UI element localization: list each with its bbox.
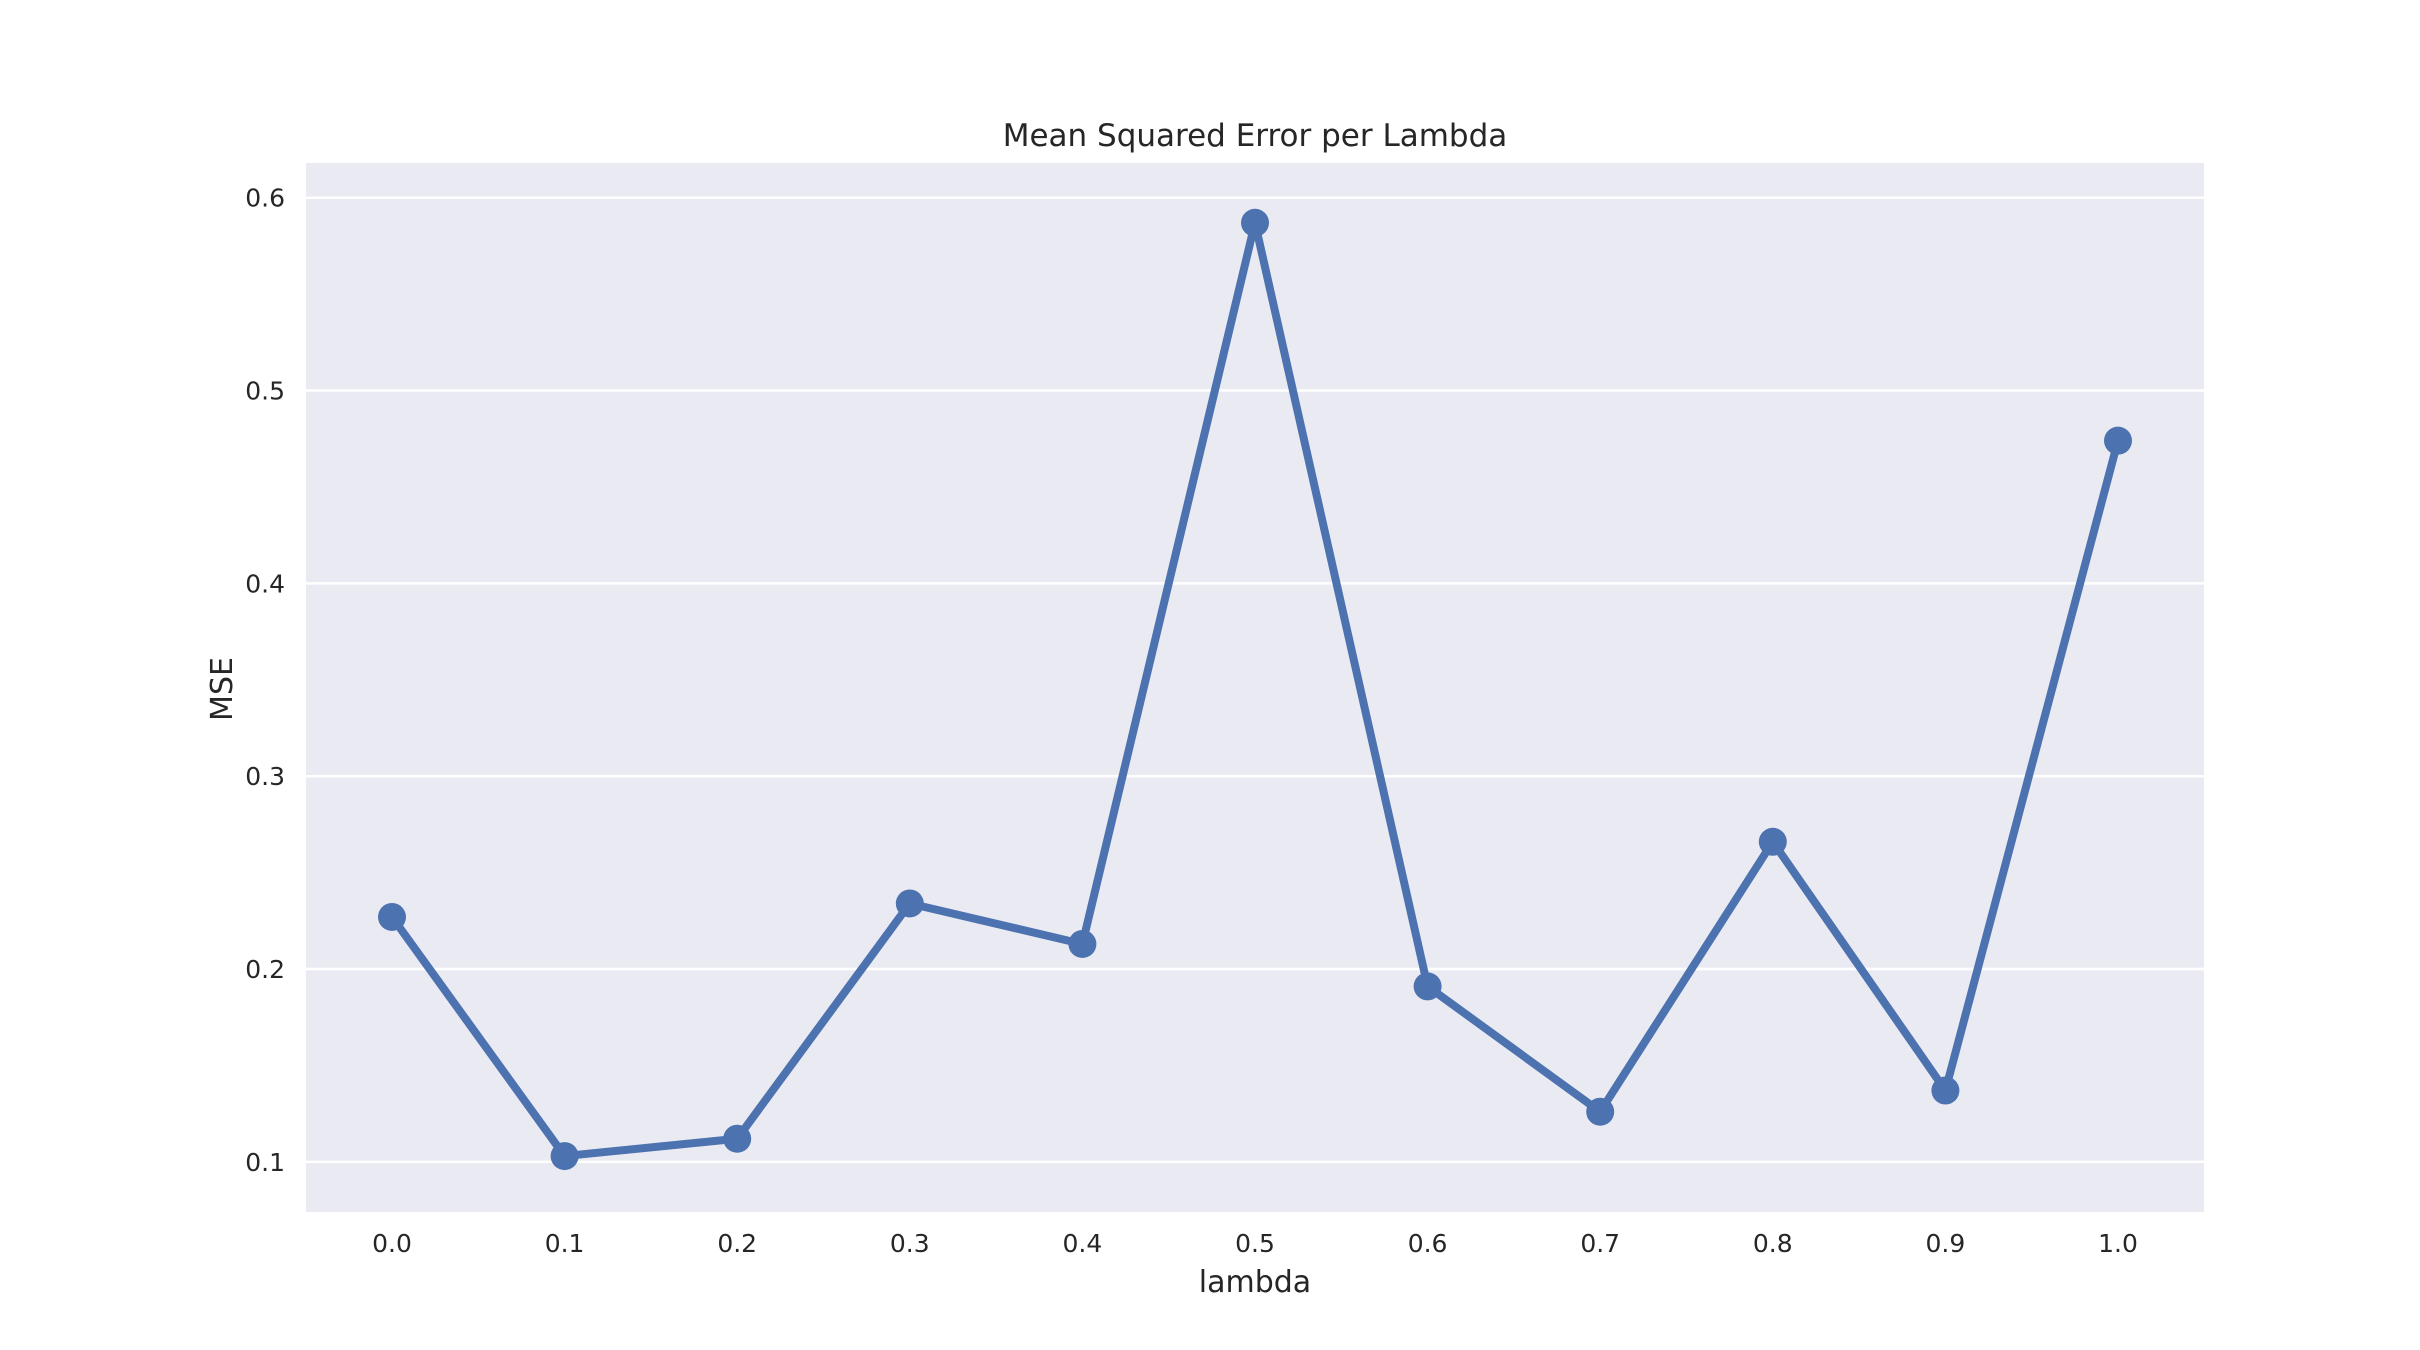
data-point <box>2104 426 2132 455</box>
x-tick-label: 0.5 <box>1235 1229 1275 1258</box>
y-tick-label: 0.6 <box>245 184 285 213</box>
x-tick-label: 0.2 <box>717 1229 757 1258</box>
y-tick-label: 0.5 <box>245 377 285 406</box>
data-point <box>1241 208 1269 237</box>
y-tick-label: 0.4 <box>245 569 285 598</box>
x-tick-label: 0.8 <box>1753 1229 1793 1258</box>
data-point <box>378 902 406 931</box>
y-axis-label: MSE <box>205 657 240 721</box>
y-tick-label: 0.3 <box>245 762 285 791</box>
x-tick-label: 0.9 <box>1926 1229 1966 1258</box>
x-tick-label: 0.4 <box>1063 1229 1103 1258</box>
chart-title: Mean Squared Error per Lambda <box>1003 118 1508 154</box>
x-tick-label: 1.0 <box>2098 1229 2138 1258</box>
x-axis-label: lambda <box>1199 1265 1311 1300</box>
y-tick-label: 0.2 <box>245 955 285 984</box>
y-axis-ticks: 0.1 0.2 0.3 0.4 0.5 0.6 <box>245 184 285 1177</box>
data-point <box>723 1124 752 1153</box>
data-point <box>550 1142 579 1171</box>
gridlines <box>306 196 2204 1164</box>
data-point <box>1068 929 1097 958</box>
plot-area-background <box>306 163 2204 1212</box>
data-point <box>1758 827 1787 856</box>
x-tick-label: 0.6 <box>1408 1229 1448 1258</box>
series-group <box>378 208 2132 1171</box>
data-point <box>1931 1076 1960 1105</box>
x-tick-label: 0.0 <box>372 1229 412 1258</box>
x-tick-label: 0.3 <box>890 1229 930 1258</box>
y-tick-label: 0.1 <box>245 1148 285 1177</box>
data-point <box>895 889 924 918</box>
x-tick-label: 0.7 <box>1580 1229 1620 1258</box>
data-point <box>1413 972 1442 1001</box>
x-axis-ticks: 0.0 0.1 0.2 0.3 0.4 0.5 0.6 0.7 0.8 0.9 1.0 <box>372 1229 2138 1258</box>
data-point <box>1586 1097 1615 1126</box>
x-tick-label: 0.1 <box>545 1229 585 1258</box>
